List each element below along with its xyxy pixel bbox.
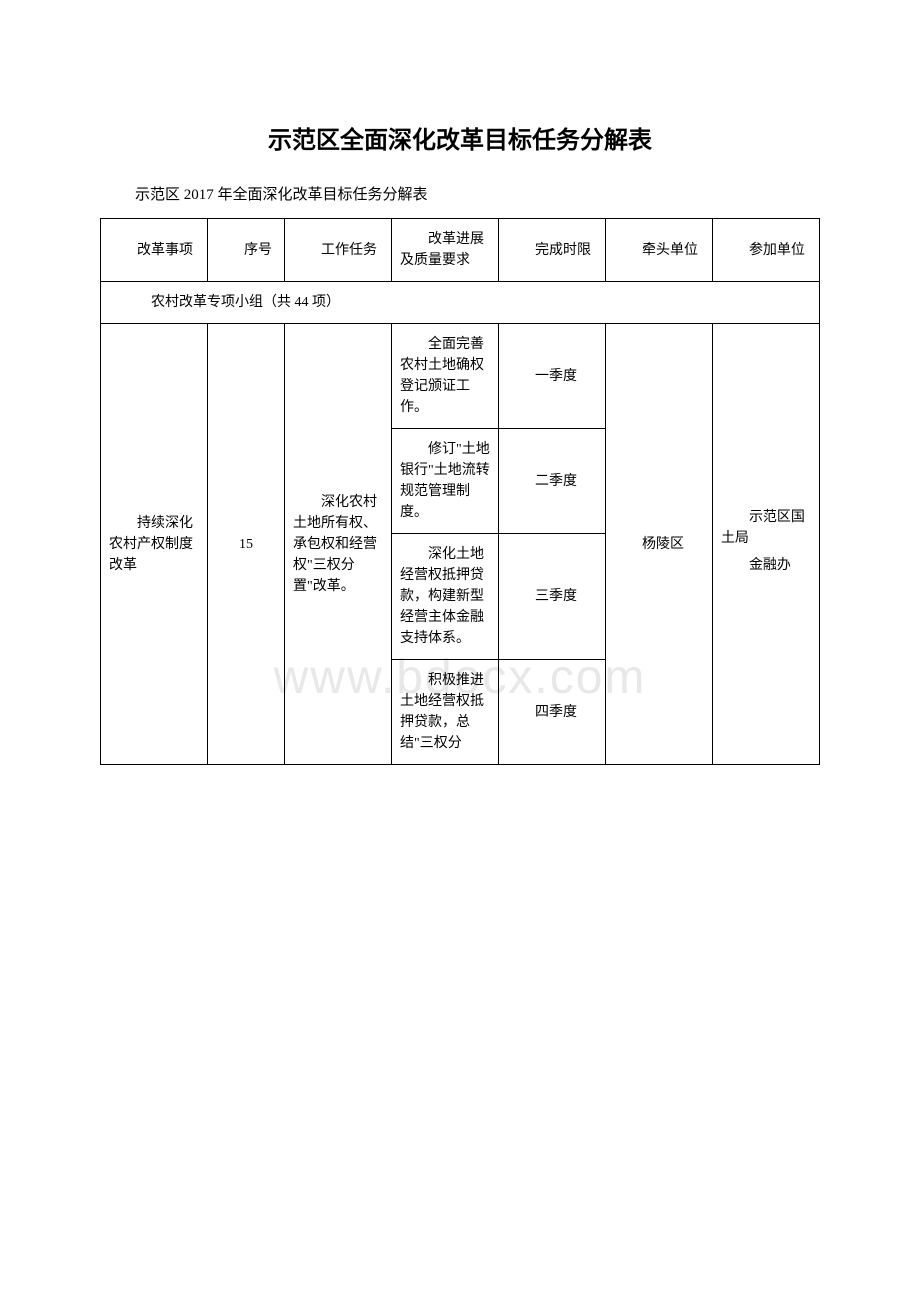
deadline-cell: 三季度 [498, 534, 605, 660]
document-content: 示范区全面深化改革目标任务分解表 示范区 2017 年全面深化改革目标任务分解表… [100, 120, 820, 765]
header-col2: 序号 [207, 219, 284, 282]
deadline-cell: 一季度 [498, 324, 605, 429]
group-header-row: 农村改革专项小组（共 44 项） [101, 282, 820, 324]
progress-cell: 深化土地经营权抵押贷款，构建新型经营主体金融支持体系。 [391, 534, 498, 660]
header-col7: 参加单位 [712, 219, 819, 282]
header-col5: 完成时限 [498, 219, 605, 282]
table-header-row: 改革事项 序号 工作任务 改革进展及质量要求 完成时限 牵头单位 参加单位 [101, 219, 820, 282]
header-col4: 改革进展及质量要求 [391, 219, 498, 282]
lead-unit-cell: 杨陵区 [605, 324, 712, 765]
reform-item-cell: 持续深化农村产权制度改革 [101, 324, 208, 765]
header-col6: 牵头单位 [605, 219, 712, 282]
group-header-cell: 农村改革专项小组（共 44 项） [101, 282, 820, 324]
progress-cell: 全面完善农村土地确权登记颁证工作。 [391, 324, 498, 429]
progress-cell: 修订"土地银行"土地流转规范管理制度。 [391, 429, 498, 534]
table-row: 持续深化农村产权制度改革 15 深化农村土地所有权、承包权和经营权"三权分置"改… [101, 324, 820, 429]
deadline-cell: 四季度 [498, 660, 605, 765]
page-title: 示范区全面深化改革目标任务分解表 [100, 120, 820, 155]
progress-cell: 积极推进土地经营权抵押贷款，总结"三权分 [391, 660, 498, 765]
page-subtitle: 示范区 2017 年全面深化改革目标任务分解表 [100, 183, 820, 204]
header-col3: 工作任务 [285, 219, 392, 282]
task-table: 改革事项 序号 工作任务 改革进展及质量要求 完成时限 牵头单位 参加单位 农村… [100, 218, 820, 765]
deadline-cell: 二季度 [498, 429, 605, 534]
work-task-cell: 深化农村土地所有权、承包权和经营权"三权分置"改革。 [285, 324, 392, 765]
participate-unit-cell: 示范区国土局金融办 [712, 324, 819, 765]
sequence-cell: 15 [207, 324, 284, 765]
header-col1: 改革事项 [101, 219, 208, 282]
